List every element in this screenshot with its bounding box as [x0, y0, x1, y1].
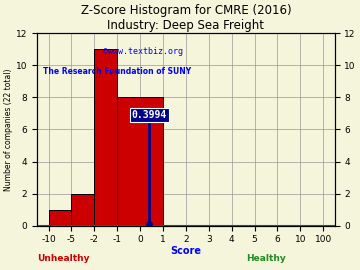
Text: Unhealthy: Unhealthy — [37, 255, 90, 264]
Y-axis label: Number of companies (22 total): Number of companies (22 total) — [4, 68, 13, 191]
X-axis label: Score: Score — [170, 246, 201, 256]
Text: 0.3994: 0.3994 — [132, 110, 167, 120]
Bar — [49, 210, 72, 226]
Bar — [94, 49, 117, 226]
Text: Healthy: Healthy — [246, 255, 286, 264]
Text: The Research Foundation of SUNY: The Research Foundation of SUNY — [43, 67, 191, 76]
Title: Z-Score Histogram for CMRE (2016)
Industry: Deep Sea Freight: Z-Score Histogram for CMRE (2016) Indust… — [81, 4, 291, 32]
Bar — [72, 194, 94, 226]
Bar — [117, 97, 163, 226]
Text: ©www.textbiz.org: ©www.textbiz.org — [103, 48, 183, 56]
